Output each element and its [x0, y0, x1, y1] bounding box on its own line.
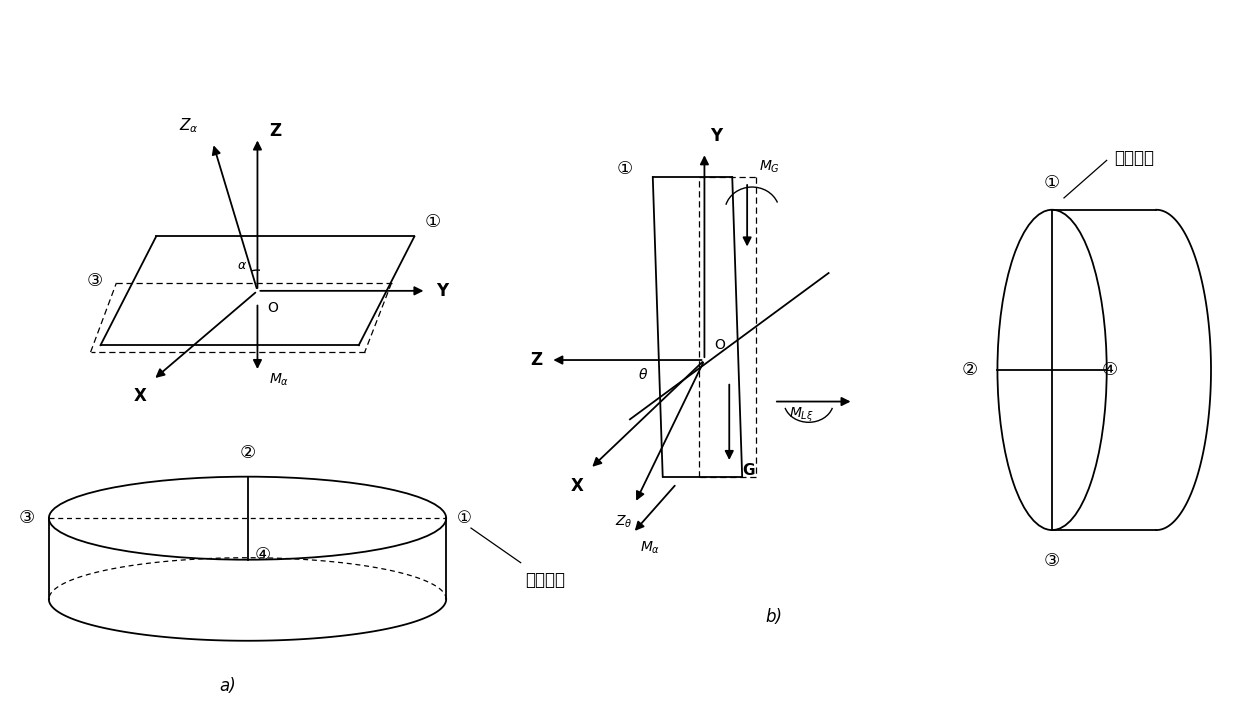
- Text: ②: ②: [961, 361, 977, 379]
- Text: ④: ④: [1101, 361, 1117, 379]
- Text: ④: ④: [254, 546, 270, 563]
- Text: ①: ①: [424, 212, 440, 231]
- Text: ③: ③: [87, 272, 103, 290]
- Text: O: O: [714, 338, 725, 352]
- Text: 测量位置: 测量位置: [1115, 149, 1154, 167]
- Text: Z: Z: [531, 351, 543, 369]
- Text: ②: ②: [239, 444, 255, 462]
- Text: $\alpha$: $\alpha$: [237, 259, 248, 272]
- Text: Y: Y: [711, 127, 723, 144]
- Text: $M_\alpha$: $M_\alpha$: [640, 540, 660, 556]
- Text: $M_\alpha$: $M_\alpha$: [269, 372, 290, 389]
- Text: Z: Z: [269, 122, 281, 140]
- Text: $Z_\theta$: $Z_\theta$: [615, 513, 632, 530]
- Text: Y: Y: [436, 282, 449, 300]
- Text: $M_G$: $M_G$: [759, 159, 780, 175]
- Text: $\theta$: $\theta$: [637, 368, 649, 382]
- Text: a): a): [219, 677, 236, 695]
- Text: X: X: [570, 476, 583, 494]
- Text: $M_{L\xi}$: $M_{L\xi}$: [789, 405, 813, 424]
- Text: G: G: [743, 463, 755, 478]
- Text: $Z_\alpha$: $Z_\alpha$: [180, 116, 198, 135]
- Text: ③: ③: [1044, 552, 1060, 570]
- Text: X: X: [134, 386, 146, 405]
- Text: O: O: [268, 301, 278, 315]
- Text: ①: ①: [456, 509, 471, 527]
- Text: ①: ①: [618, 160, 634, 178]
- Text: b): b): [765, 608, 782, 626]
- Text: ①: ①: [1044, 174, 1060, 192]
- Text: 测量位置: 测量位置: [526, 571, 565, 589]
- Text: ③: ③: [19, 509, 35, 527]
